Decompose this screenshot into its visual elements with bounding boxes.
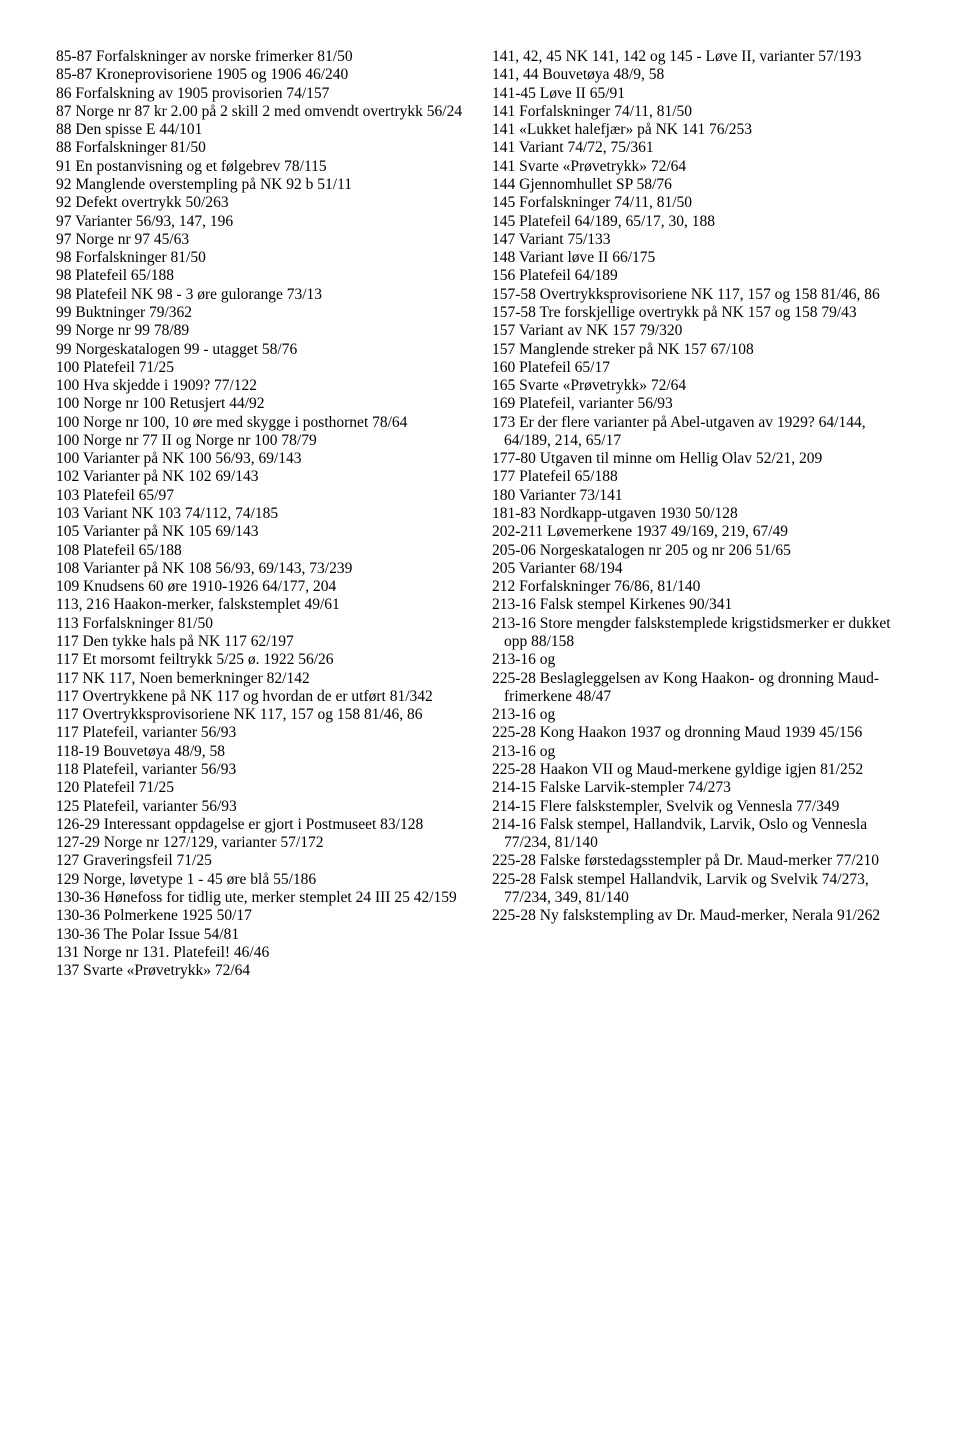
index-entry: 141 «Lukket halefjær» på NK 141 76/253 — [492, 121, 904, 139]
index-entry: 99 Norge nr 99 78/89 — [56, 322, 468, 340]
index-entry: 100 Varianter på NK 100 56/93, 69/143 — [56, 450, 468, 468]
index-entry: 103 Platefeil 65/97 — [56, 487, 468, 505]
index-entry: 225-28 Beslagleggelsen av Kong Haakon- o… — [492, 670, 904, 707]
index-entry: 157 Manglende streker på NK 157 67/108 — [492, 341, 904, 359]
index-entry: 173 Er der flere varianter på Abel-utgav… — [492, 414, 904, 451]
index-entry: 100 Norge nr 100 Retusjert 44/92 — [56, 395, 468, 413]
index-entry: 103 Variant NK 103 74/112, 74/185 — [56, 505, 468, 523]
index-entry: 160 Platefeil 65/17 — [492, 359, 904, 377]
index-entry: 108 Varianter på NK 108 56/93, 69/143, 7… — [56, 560, 468, 578]
index-entry: 100 Norge nr 77 II og Norge nr 100 78/79 — [56, 432, 468, 450]
index-entry: 109 Knudsens 60 øre 1910-1926 64/177, 20… — [56, 578, 468, 596]
index-entry: 105 Varianter på NK 105 69/143 — [56, 523, 468, 541]
index-entry: 117 Overtrykksprovisoriene NK 117, 157 o… — [56, 706, 468, 724]
index-entry: 137 Svarte «Prøvetrykk» 72/64 — [56, 962, 468, 980]
index-entry: 157-58 Tre forskjellige overtrykk på NK … — [492, 304, 904, 322]
index-entry: 97 Varianter 56/93, 147, 196 — [56, 213, 468, 231]
index-entry: 141 Svarte «Prøvetrykk» 72/64 — [492, 158, 904, 176]
index-entry: 125 Platefeil, varianter 56/93 — [56, 798, 468, 816]
index-entry: 88 Den spisse E 44/101 — [56, 121, 468, 139]
index-entry: 126-29 Interessant oppdagelse er gjort i… — [56, 816, 468, 834]
index-entry: 92 Manglende overstempling på NK 92 b 51… — [56, 176, 468, 194]
two-column-layout: 85-87 Forfalskninger av norske frimerker… — [56, 48, 904, 980]
index-entry: 177 Platefeil 65/188 — [492, 468, 904, 486]
index-entry: 118-19 Bouvetøya 48/9, 58 — [56, 743, 468, 761]
index-entry: 180 Varianter 73/141 — [492, 487, 904, 505]
index-entry: 141, 44 Bouvetøya 48/9, 58 — [492, 66, 904, 84]
index-entry: 99 Buktninger 79/362 — [56, 304, 468, 322]
index-entry: 225-28 Ny falskstempling av Dr. Maud-mer… — [492, 907, 904, 925]
index-entry: 205-06 Norgeskatalogen nr 205 og nr 206 … — [492, 542, 904, 560]
index-entry: 212 Forfalskninger 76/86, 81/140 — [492, 578, 904, 596]
index-entry: 213-16 og — [492, 743, 904, 761]
index-entry: 120 Platefeil 71/25 — [56, 779, 468, 797]
index-entry: 205 Varianter 68/194 — [492, 560, 904, 578]
index-entry: 145 Platefeil 64/189, 65/17, 30, 188 — [492, 213, 904, 231]
right-column: 141, 42, 45 NK 141, 142 og 145 - Løve II… — [492, 48, 904, 980]
index-entry: 214-16 Falsk stempel, Hallandvik, Larvik… — [492, 816, 904, 853]
index-entry: 213-16 Falsk stempel Kirkenes 90/341 — [492, 596, 904, 614]
index-entry: 214-15 Falske Larvik-stempler 74/273 — [492, 779, 904, 797]
index-entry: 117 NK 117, Noen bemerkninger 82/142 — [56, 670, 468, 688]
index-entry: 131 Norge nr 131. Platefeil! 46/46 — [56, 944, 468, 962]
index-entry: 117 Platefeil, varianter 56/93 — [56, 724, 468, 742]
index-entry: 141 Forfalskninger 74/11, 81/50 — [492, 103, 904, 121]
index-entry: 177-80 Utgaven til minne om Hellig Olav … — [492, 450, 904, 468]
left-column: 85-87 Forfalskninger av norske frimerker… — [56, 48, 468, 980]
index-entry: 141-45 Løve II 65/91 — [492, 85, 904, 103]
index-entry: 144 Gjennomhullet SP 58/76 — [492, 176, 904, 194]
index-entry: 92 Defekt overtrykk 50/263 — [56, 194, 468, 212]
index-entry: 213-16 og — [492, 706, 904, 724]
index-entry: 85-87 Forfalskninger av norske frimerker… — [56, 48, 468, 66]
index-entry: 157-58 Overtrykksprovisoriene NK 117, 15… — [492, 286, 904, 304]
index-entry: 88 Forfalskninger 81/50 — [56, 139, 468, 157]
index-entry: 102 Varianter på NK 102 69/143 — [56, 468, 468, 486]
index-entry: 100 Hva skjedde i 1909? 77/122 — [56, 377, 468, 395]
index-entry: 165 Svarte «Prøvetrykk» 72/64 — [492, 377, 904, 395]
index-entry: 113, 216 Haakon-merker, falskstemplet 49… — [56, 596, 468, 614]
index-entry: 117 Et morsomt feiltrykk 5/25 ø. 1922 56… — [56, 651, 468, 669]
index-entry: 181-83 Nordkapp-utgaven 1930 50/128 — [492, 505, 904, 523]
index-entry: 129 Norge, løvetype 1 - 45 øre blå 55/18… — [56, 871, 468, 889]
index-entry: 130-36 Polmerkene 1925 50/17 — [56, 907, 468, 925]
index-entry: 202-211 Løvemerkene 1937 49/169, 219, 67… — [492, 523, 904, 541]
index-entry: 169 Platefeil, varianter 56/93 — [492, 395, 904, 413]
index-entry: 86 Forfalskning av 1905 provisorien 74/1… — [56, 85, 468, 103]
index-entry: 147 Variant 75/133 — [492, 231, 904, 249]
index-entry: 87 Norge nr 87 kr 2.00 på 2 skill 2 med … — [56, 103, 468, 121]
index-entry: 98 Forfalskninger 81/50 — [56, 249, 468, 267]
index-entry: 156 Platefeil 64/189 — [492, 267, 904, 285]
index-entry: 130-36 The Polar Issue 54/81 — [56, 926, 468, 944]
index-entry: 225-28 Falske førstedagsstempler på Dr. … — [492, 852, 904, 870]
index-entry: 127-29 Norge nr 127/129, varianter 57/17… — [56, 834, 468, 852]
index-entry: 108 Platefeil 65/188 — [56, 542, 468, 560]
index-entry: 100 Norge nr 100, 10 øre med skygge i po… — [56, 414, 468, 432]
index-entry: 85-87 Kroneprovisoriene 1905 og 1906 46/… — [56, 66, 468, 84]
index-entry: 214-15 Flere falskstempler, Svelvik og V… — [492, 798, 904, 816]
index-entry: 100 Platefeil 71/25 — [56, 359, 468, 377]
index-entry: 225-28 Falsk stempel Hallandvik, Larvik … — [492, 871, 904, 908]
index-entry: 98 Platefeil NK 98 - 3 øre gulorange 73/… — [56, 286, 468, 304]
index-entry: 148 Variant løve II 66/175 — [492, 249, 904, 267]
index-entry: 141, 42, 45 NK 141, 142 og 145 - Løve II… — [492, 48, 904, 66]
index-entry: 117 Overtrykkene på NK 117 og hvordan de… — [56, 688, 468, 706]
index-entry: 130-36 Hønefoss for tidlig ute, merker s… — [56, 889, 468, 907]
index-entry: 117 Den tykke hals på NK 117 62/197 — [56, 633, 468, 651]
index-entry: 97 Norge nr 97 45/63 — [56, 231, 468, 249]
index-entry: 213-16 og — [492, 651, 904, 669]
index-entry: 98 Platefeil 65/188 — [56, 267, 468, 285]
index-entry: 225-28 Kong Haakon 1937 og dronning Maud… — [492, 724, 904, 742]
index-entry: 113 Forfalskninger 81/50 — [56, 615, 468, 633]
index-entry: 127 Graveringsfeil 71/25 — [56, 852, 468, 870]
index-entry: 99 Norgeskatalogen 99 - utagget 58/76 — [56, 341, 468, 359]
index-entry: 157 Variant av NK 157 79/320 — [492, 322, 904, 340]
index-entry: 141 Variant 74/72, 75/361 — [492, 139, 904, 157]
index-entry: 118 Platefeil, varianter 56/93 — [56, 761, 468, 779]
index-entry: 213-16 Store mengder falskstemplede krig… — [492, 615, 904, 652]
index-entry: 145 Forfalskninger 74/11, 81/50 — [492, 194, 904, 212]
index-entry: 91 En postanvisning og et følgebrev 78/1… — [56, 158, 468, 176]
index-entry: 225-28 Haakon VII og Maud-merkene gyldig… — [492, 761, 904, 779]
